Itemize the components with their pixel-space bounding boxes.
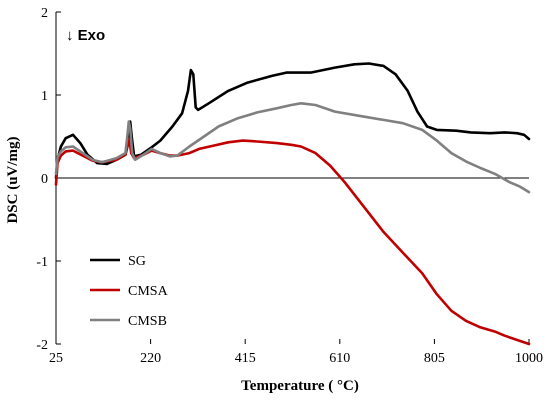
series-line-cmsb bbox=[54, 102, 531, 194]
x-tick-label: 415 bbox=[235, 351, 256, 366]
exo-annotation: ↓ Exo bbox=[66, 27, 105, 44]
series-line-sg bbox=[54, 62, 531, 180]
x-tick-label: 25 bbox=[49, 351, 63, 366]
series-line-cmsa bbox=[54, 137, 531, 346]
y-tick-label: 0 bbox=[41, 172, 48, 187]
x-axis-title: Temperature ( °C) bbox=[241, 378, 359, 394]
x-tick-label: 220 bbox=[140, 351, 161, 366]
x-tick-label: 610 bbox=[329, 351, 350, 366]
x-tick-label: 805 bbox=[424, 351, 445, 366]
x-ticks: 25 220 415 610 805 1000 bbox=[49, 339, 543, 366]
plot-frame bbox=[55, 12, 529, 344]
y-tick-label: 2 bbox=[41, 6, 48, 21]
x-tick-label: 1000 bbox=[515, 351, 543, 366]
y-axis-title: DSC (uV/mg) bbox=[5, 136, 21, 223]
legend-label-sg: SG bbox=[128, 254, 146, 269]
legend-label-cmsa: CMSA bbox=[128, 284, 169, 299]
legend-label-cmsb: CMSB bbox=[128, 314, 167, 329]
y-ticks: -2 -1 0 1 2 bbox=[36, 6, 61, 353]
y-tick-label: -1 bbox=[36, 255, 48, 270]
series-layer bbox=[54, 62, 531, 346]
y-tick-label: 1 bbox=[41, 89, 48, 104]
legend: SG CMSA CMSB bbox=[90, 254, 169, 329]
y-tick-label: -2 bbox=[36, 338, 48, 353]
